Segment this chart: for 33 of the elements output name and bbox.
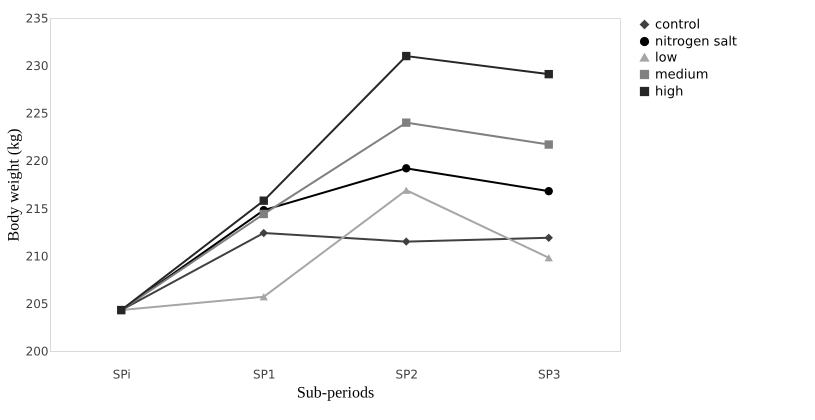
point	[544, 140, 553, 149]
point	[402, 186, 410, 194]
y-axis-title: Body weight (kg)	[6, 128, 23, 242]
x-tick-label: SP2	[396, 368, 418, 382]
legend-label: nitrogen salt	[655, 34, 738, 50]
point	[402, 237, 410, 246]
point	[260, 228, 268, 238]
y-tick-label: 220	[26, 154, 48, 168]
x-tick-label: SPi	[112, 368, 131, 382]
point	[544, 186, 553, 196]
x-axis-title: Sub-periods	[296, 384, 374, 402]
point	[260, 293, 268, 300]
point	[544, 254, 553, 262]
y-tick-label: 200	[26, 344, 48, 358]
y-tick-label: 210	[26, 249, 48, 264]
y-tick-label: 225	[26, 106, 48, 121]
point	[402, 52, 410, 60]
x-tick-label: SP1	[253, 368, 276, 382]
legend-label: high	[655, 84, 684, 100]
y-tick-label: 205	[26, 296, 48, 311]
point	[544, 234, 553, 242]
point	[260, 196, 268, 205]
y-tick-label: 215	[26, 202, 48, 216]
x-tick-label: SP3	[538, 368, 560, 382]
y-tick-label: 235	[26, 12, 48, 26]
point	[544, 70, 553, 78]
legend-label: medium	[655, 68, 708, 82]
point	[402, 164, 410, 172]
y-tick-label: 230	[26, 59, 48, 74]
legend-label: low	[655, 50, 678, 66]
point	[402, 118, 410, 127]
legend-label: control	[655, 18, 700, 32]
point	[260, 210, 268, 218]
